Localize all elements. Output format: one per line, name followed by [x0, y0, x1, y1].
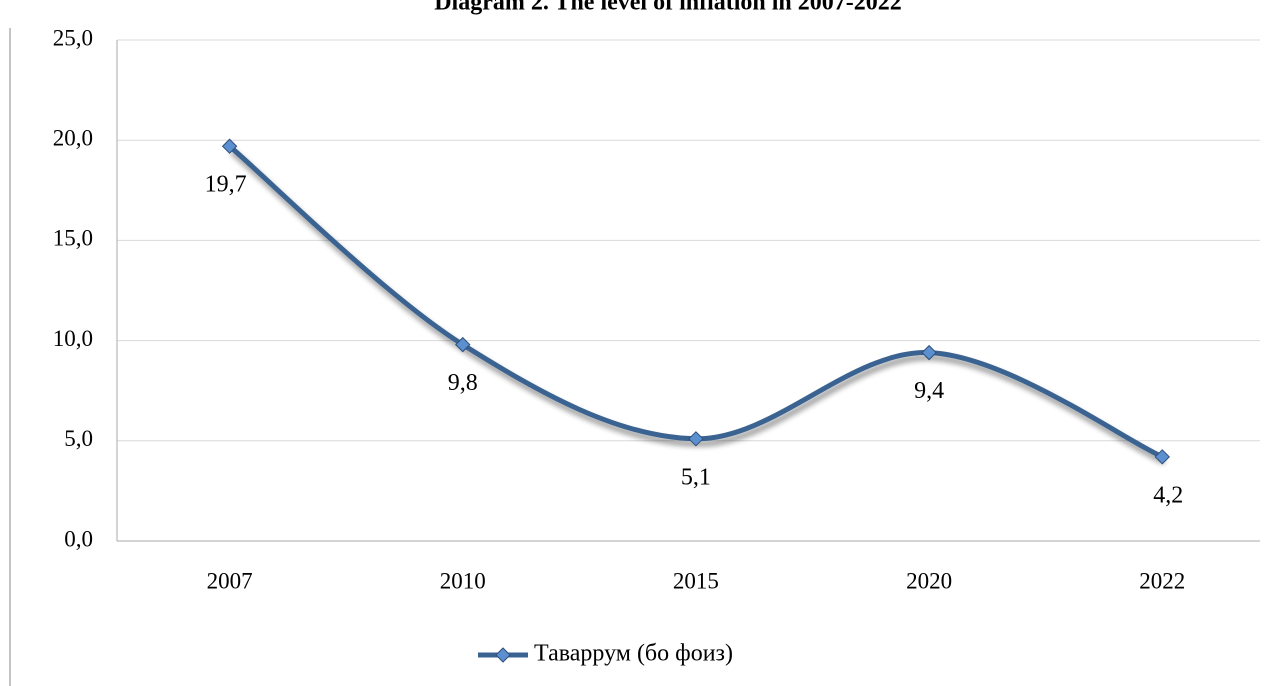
legend-label: Таваррум (бо фоиз) — [534, 641, 733, 667]
data-label: 4,2 — [1153, 482, 1183, 508]
marker — [921, 344, 937, 361]
y-tick-label: 15,0 — [53, 226, 93, 251]
y-tick-label: 0,0 — [64, 526, 93, 551]
y-tick-label: 10,0 — [53, 326, 93, 351]
legend-marker — [495, 647, 511, 663]
y-tick-label: 5,0 — [64, 426, 93, 451]
chart-title: Diagram 2. The level of inflation in 200… — [434, 0, 902, 16]
y-tick-label: 25,0 — [53, 25, 93, 50]
x-tick-label: 2022 — [1139, 568, 1185, 593]
series-line — [227, 144, 1164, 460]
data-label: 5,1 — [681, 464, 711, 490]
x-tick-label: 2020 — [906, 568, 952, 593]
marker — [455, 336, 471, 353]
y-tick-label: 20,0 — [53, 125, 93, 150]
marker — [688, 431, 704, 447]
data-label: 9,8 — [448, 370, 478, 396]
x-tick-label: 2007 — [207, 568, 253, 593]
x-tick-label: 2010 — [440, 568, 486, 593]
data-label: 19,7 — [205, 172, 247, 198]
data-label: 9,4 — [914, 378, 944, 404]
x-tick-label: 2015 — [673, 568, 719, 593]
marker — [221, 138, 238, 154]
marker — [1154, 449, 1170, 465]
